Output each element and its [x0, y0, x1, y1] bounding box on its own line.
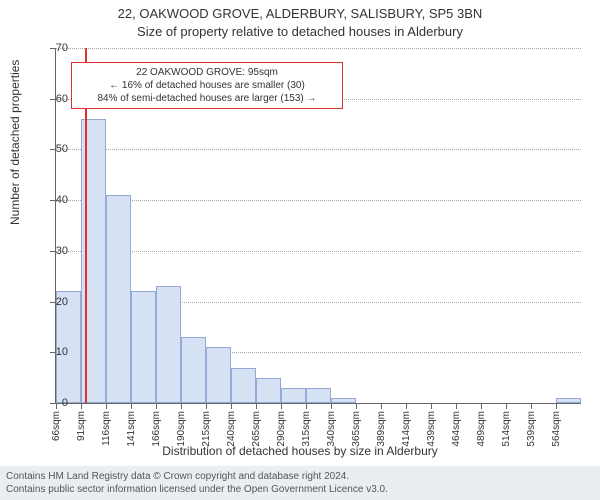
x-tick-label: 265sqm	[251, 411, 262, 447]
x-tick	[481, 403, 482, 409]
y-tick-label: 10	[28, 346, 68, 358]
x-tick-label: 514sqm	[501, 411, 512, 447]
x-tick	[231, 403, 232, 409]
x-tick-label: 439sqm	[426, 411, 437, 447]
x-tick	[131, 403, 132, 409]
info-line1: 22 OAKWOOD GROVE: 95sqm	[78, 66, 336, 79]
y-tick-label: 60	[28, 93, 68, 105]
x-tick	[331, 403, 332, 409]
x-tick-label: 315sqm	[301, 411, 312, 447]
y-tick-label: 40	[28, 194, 68, 206]
histogram-bar	[306, 388, 331, 403]
info-line2: ← 16% of detached houses are smaller (30…	[78, 79, 336, 92]
x-tick-label: 240sqm	[226, 411, 237, 447]
grid-line	[56, 48, 581, 49]
x-tick	[206, 403, 207, 409]
x-tick-label: 389sqm	[376, 411, 387, 447]
x-tick-label: 564sqm	[551, 411, 562, 447]
x-tick	[281, 403, 282, 409]
footer-line1: Contains HM Land Registry data © Crown c…	[6, 470, 594, 483]
x-tick-label: 215sqm	[201, 411, 212, 447]
chart-container: 22, OAKWOOD GROVE, ALDERBURY, SALISBURY,…	[0, 0, 600, 500]
grid-line	[56, 149, 581, 150]
x-tick	[156, 403, 157, 409]
x-tick	[381, 403, 382, 409]
x-tick-label: 539sqm	[526, 411, 537, 447]
footer-line2: Contains public sector information licen…	[6, 483, 594, 496]
histogram-bar	[556, 398, 581, 403]
x-tick	[81, 403, 82, 409]
x-tick-label: 116sqm	[101, 411, 112, 446]
y-tick-label: 20	[28, 296, 68, 308]
x-tick-label: 464sqm	[451, 411, 462, 447]
y-axis-title: Number of detached properties	[8, 60, 22, 225]
x-tick-label: 141sqm	[126, 411, 137, 447]
x-tick	[531, 403, 532, 409]
x-tick	[306, 403, 307, 409]
y-tick-label: 70	[28, 42, 68, 54]
histogram-bar	[256, 378, 281, 403]
title-address: 22, OAKWOOD GROVE, ALDERBURY, SALISBURY,…	[0, 6, 600, 21]
info-line3: 84% of semi-detached houses are larger (…	[78, 92, 336, 105]
x-tick-label: 190sqm	[176, 411, 187, 447]
grid-line	[56, 200, 581, 201]
x-tick-label: 91sqm	[76, 411, 87, 441]
x-tick	[431, 403, 432, 409]
y-tick-label: 0	[28, 397, 68, 409]
x-tick	[356, 403, 357, 409]
histogram-bar	[206, 347, 231, 403]
histogram-bar	[281, 388, 306, 403]
title-subtitle: Size of property relative to detached ho…	[0, 24, 600, 39]
histogram-bar	[231, 368, 256, 404]
y-tick-label: 50	[28, 143, 68, 155]
histogram-bar	[106, 195, 131, 403]
x-tick-label: 340sqm	[326, 411, 337, 447]
x-tick-label: 489sqm	[476, 411, 487, 447]
histogram-bar	[331, 398, 356, 403]
histogram-bar	[131, 291, 156, 403]
x-tick-label: 66sqm	[51, 411, 62, 441]
grid-line	[56, 251, 581, 252]
x-tick	[506, 403, 507, 409]
footer: Contains HM Land Registry data © Crown c…	[0, 466, 600, 500]
x-tick-label: 365sqm	[351, 411, 362, 447]
histogram-bar	[181, 337, 206, 403]
info-box: 22 OAKWOOD GROVE: 95sqm ← 16% of detache…	[71, 62, 343, 109]
x-tick	[181, 403, 182, 409]
x-tick	[256, 403, 257, 409]
x-tick	[556, 403, 557, 409]
x-tick	[456, 403, 457, 409]
x-tick-label: 166sqm	[151, 411, 162, 447]
x-tick	[406, 403, 407, 409]
x-tick-label: 290sqm	[276, 411, 287, 447]
x-tick	[106, 403, 107, 409]
x-tick-label: 414sqm	[401, 411, 412, 447]
histogram-bar	[156, 286, 181, 403]
y-tick-label: 30	[28, 245, 68, 257]
